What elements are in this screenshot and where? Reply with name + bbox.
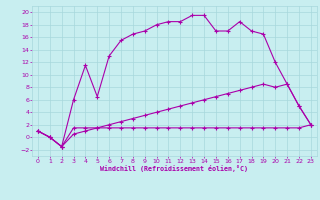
X-axis label: Windchill (Refroidissement éolien,°C): Windchill (Refroidissement éolien,°C) [100, 165, 248, 172]
